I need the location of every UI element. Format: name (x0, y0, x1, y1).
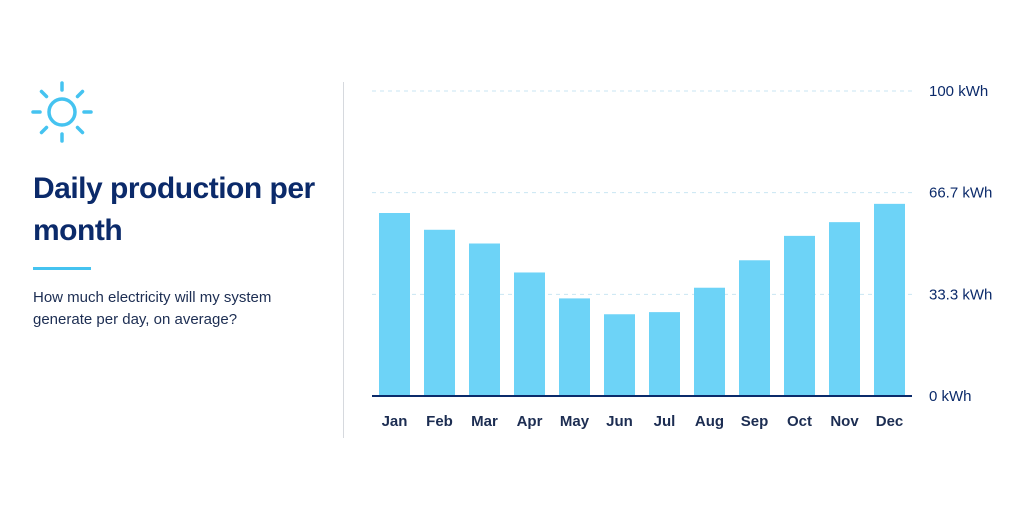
x-tick-label: Mar (471, 413, 498, 430)
x-tick-label: Nov (830, 413, 859, 430)
bar-mar (469, 243, 500, 396)
bar-dec (874, 203, 905, 396)
x-axis-labels: Jan Feb Mar Apr May Jun Jul Aug Sep Oct Nov Dec (382, 413, 904, 430)
bar-jun (604, 314, 635, 396)
x-tick-label: Feb (426, 413, 453, 430)
bar-apr (514, 272, 545, 396)
x-tick-label: Jan (382, 413, 408, 430)
x-tick-label: Oct (787, 413, 812, 430)
bar-jan (379, 213, 410, 396)
y-axis-labels: 0 kWh 33.3 kWh 66.7 kWh 100 kWh (929, 83, 992, 405)
x-tick-label: May (560, 413, 590, 430)
bar-sep (739, 260, 770, 396)
info-panel: Daily production per month How much elec… (0, 0, 344, 512)
bar-feb (424, 229, 455, 396)
sun-icon (31, 81, 93, 143)
x-tick-label: Jul (654, 413, 676, 430)
x-tick-label: Dec (876, 413, 904, 430)
bar-nov (829, 222, 860, 396)
x-tick-label: Sep (741, 413, 769, 430)
x-tick-label: Jun (606, 413, 633, 430)
page-title: Daily production per month (33, 172, 315, 247)
y-tick-label: 33.3 kWh (929, 286, 992, 303)
x-tick-label: Apr (517, 413, 543, 430)
bar-oct (784, 235, 815, 396)
panel-divider (343, 82, 344, 438)
chart-bars (379, 203, 905, 396)
y-tick-label: 0 kWh (929, 388, 972, 405)
y-tick-label: 66.7 kWh (929, 185, 992, 202)
bar-may (559, 298, 590, 396)
page-subtitle: How much electricity will my system gene… (33, 289, 272, 328)
chart-gridlines (372, 90, 912, 295)
title-accent-line (33, 267, 91, 270)
bar-aug (694, 287, 725, 396)
y-tick-label: 100 kWh (929, 83, 988, 100)
x-tick-label: Aug (695, 413, 724, 430)
bar-jul (649, 312, 680, 396)
